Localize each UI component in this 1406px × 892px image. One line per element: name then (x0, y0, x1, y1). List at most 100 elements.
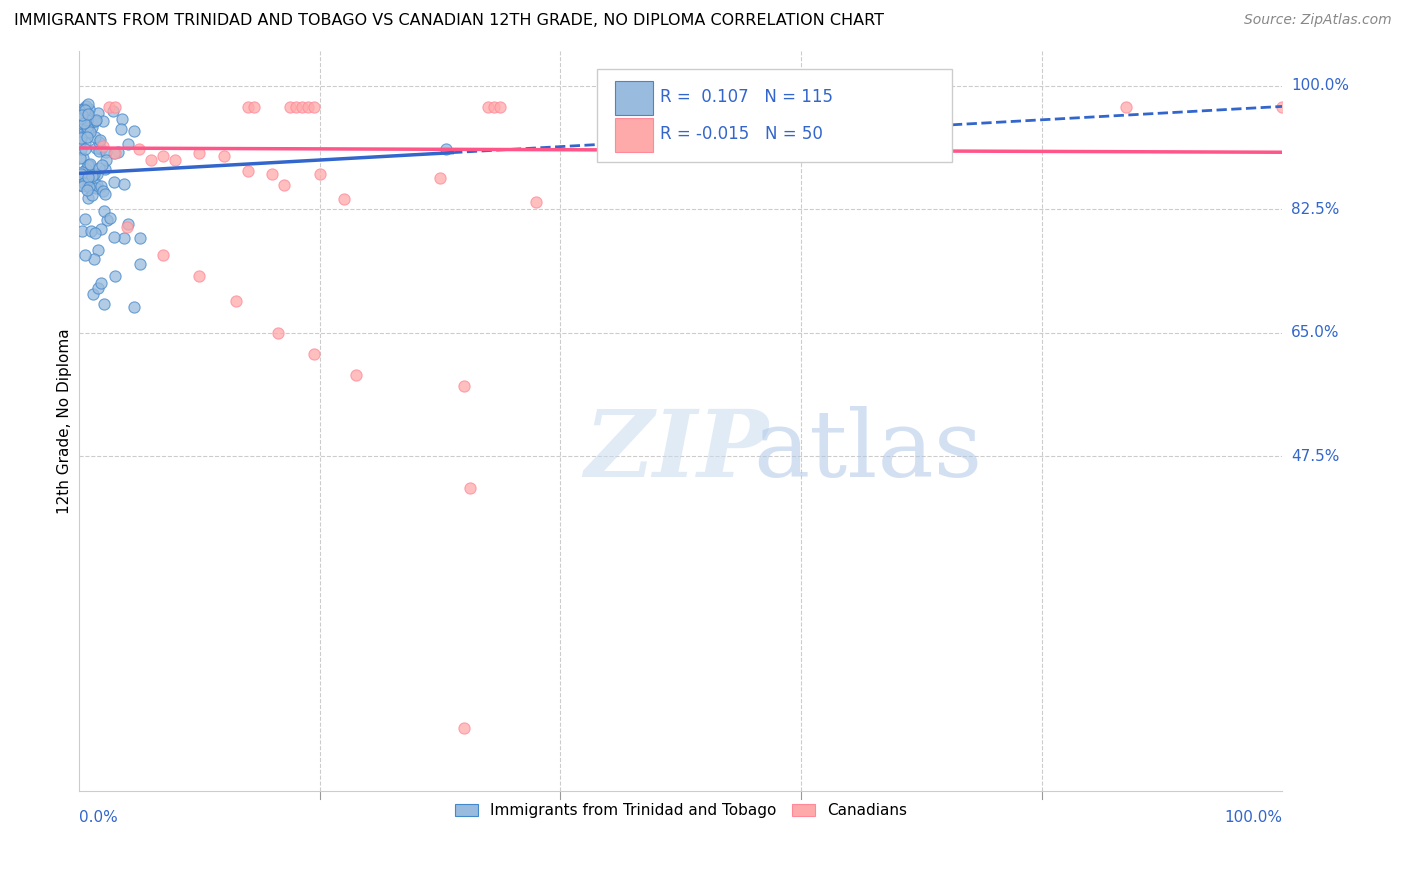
Point (103, 145, 125, 160)
Point (112, 231, 135, 245)
Point (86, 178, 108, 193)
Point (107, 145, 129, 159)
Text: 100.0%: 100.0% (1291, 78, 1348, 94)
Point (87, 281, 110, 295)
Point (76, 129, 98, 144)
Point (77, 170, 100, 185)
Point (1271, 100, 1294, 114)
Point (83, 252, 105, 267)
Point (87, 144, 110, 158)
Point (69, 136, 91, 151)
Point (72, 224, 94, 238)
Point (69, 167, 91, 181)
Point (188, 145, 211, 160)
Point (77, 169, 100, 184)
Point (434, 143, 457, 157)
Point (129, 231, 152, 245)
Point (86, 106, 108, 120)
Point (72, 107, 94, 121)
Point (77, 125, 100, 139)
Point (128, 257, 150, 271)
Point (69, 130, 91, 145)
Point (297, 100, 319, 114)
Point (128, 143, 150, 157)
Point (96, 145, 118, 159)
Point (72, 179, 94, 194)
Point (110, 122, 132, 136)
Point (79, 180, 101, 194)
Point (103, 104, 125, 119)
Point (91, 113, 114, 128)
Point (69, 151, 91, 165)
Point (103, 230, 125, 244)
Point (477, 100, 499, 114)
Point (122, 124, 145, 138)
Point (77, 180, 100, 194)
Point (77, 111, 100, 125)
Text: atlas: atlas (754, 406, 983, 496)
Point (79, 177, 101, 191)
Point (91, 158, 114, 172)
Point (73, 176, 96, 190)
Point (90, 142, 112, 156)
Point (70, 164, 93, 178)
Point (260, 167, 283, 181)
Point (76, 107, 98, 121)
Point (103, 175, 125, 189)
Point (76, 183, 98, 197)
Legend: Immigrants from Trinidad and Tobago, Canadians: Immigrants from Trinidad and Tobago, Can… (449, 797, 912, 824)
Point (86, 167, 108, 181)
Point (94, 162, 117, 177)
Point (93, 203, 115, 218)
FancyBboxPatch shape (614, 81, 654, 115)
Point (284, 100, 307, 114)
Point (302, 347, 325, 361)
Point (117, 136, 139, 151)
Point (73, 167, 96, 181)
Point (75, 169, 97, 184)
Point (89, 136, 111, 150)
Point (79, 157, 101, 171)
Text: IMMIGRANTS FROM TRINIDAD AND TOBAGO VS CANADIAN 12TH GRADE, NO DIPLOMA CORRELATI: IMMIGRANTS FROM TRINIDAD AND TOBAGO VS C… (14, 13, 884, 29)
Point (84, 129, 107, 144)
Text: 65.0%: 65.0% (1291, 326, 1340, 341)
Point (484, 100, 506, 114)
Point (76, 112, 98, 127)
Point (76, 107, 98, 121)
Point (165, 153, 187, 167)
Point (104, 269, 127, 284)
Point (90, 221, 112, 235)
Point (82, 187, 104, 202)
Point (86, 112, 108, 127)
Point (80, 115, 103, 129)
Text: 0.0%: 0.0% (79, 810, 118, 825)
Point (188, 269, 211, 284)
Point (96, 212, 118, 227)
Point (489, 100, 512, 114)
Point (72, 151, 94, 165)
FancyBboxPatch shape (596, 70, 952, 161)
Point (94, 153, 117, 168)
Text: ZIP: ZIP (585, 406, 769, 496)
Point (429, 170, 451, 185)
Point (122, 300, 145, 314)
Point (75, 103, 97, 117)
Point (84, 226, 107, 240)
Point (104, 100, 127, 114)
Text: R =  0.107   N = 115: R = 0.107 N = 115 (661, 88, 834, 106)
Point (79, 113, 101, 128)
Point (75, 98, 97, 112)
Point (111, 112, 134, 126)
Point (344, 368, 367, 383)
Point (75, 161, 97, 176)
Point (526, 195, 548, 210)
FancyBboxPatch shape (614, 118, 654, 153)
Point (70, 111, 93, 125)
Text: 82.5%: 82.5% (1291, 202, 1339, 217)
Point (75, 120, 97, 135)
Point (77, 102, 100, 116)
Point (717, 139, 740, 153)
Point (112, 178, 135, 192)
Point (91, 139, 114, 153)
Point (70, 108, 93, 122)
